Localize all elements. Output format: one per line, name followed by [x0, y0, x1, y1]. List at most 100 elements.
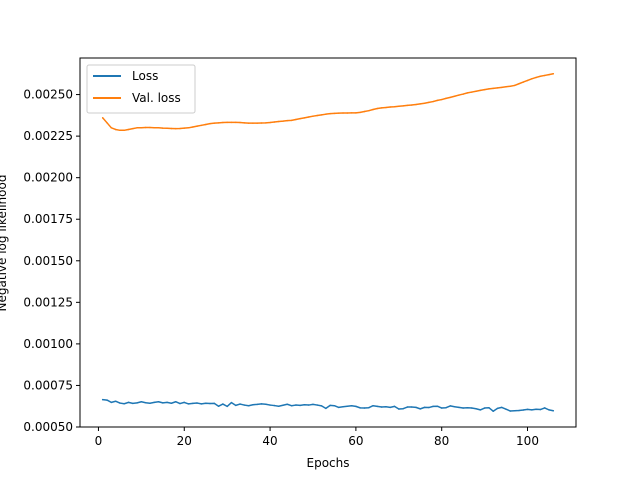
data-point-val-loss — [350, 112, 353, 114]
data-point-val-loss — [213, 122, 216, 124]
data-point-loss — [247, 404, 250, 407]
data-point-val-loss — [307, 116, 310, 118]
data-point-val-loss — [277, 120, 280, 123]
data-point-val-loss — [187, 127, 190, 129]
y-tick-label: 0.00200 — [23, 171, 73, 185]
data-point-val-loss — [372, 108, 374, 111]
data-point-val-loss — [342, 112, 344, 114]
data-point-loss — [286, 403, 288, 405]
data-point-loss — [548, 409, 550, 411]
data-point-val-loss — [346, 112, 349, 114]
data-point-val-loss — [273, 121, 276, 123]
data-point-loss — [101, 398, 104, 401]
data-point-loss — [213, 402, 216, 405]
data-point-val-loss — [402, 105, 404, 107]
data-point-val-loss — [320, 114, 323, 116]
data-point-loss — [453, 405, 456, 408]
series-points-val-loss — [101, 73, 555, 132]
data-point-val-loss — [166, 127, 168, 130]
data-point-loss — [299, 404, 301, 407]
data-point-loss — [526, 408, 529, 411]
data-point-loss — [522, 409, 524, 411]
data-point-loss — [355, 405, 357, 408]
data-point-loss — [123, 402, 125, 405]
data-point-loss — [337, 406, 340, 409]
data-point-val-loss — [333, 112, 336, 115]
data-point-val-loss — [204, 123, 207, 126]
data-point-val-loss — [157, 127, 160, 129]
data-point-val-loss — [505, 86, 507, 88]
x-tick-label: 0 — [95, 434, 103, 448]
data-point-val-loss — [466, 92, 469, 94]
data-point-val-loss — [359, 111, 361, 114]
data-point-val-loss — [376, 107, 379, 110]
data-point-val-loss — [445, 97, 447, 100]
data-point-loss — [110, 401, 113, 404]
data-point-loss — [458, 406, 460, 409]
data-point-val-loss — [123, 129, 125, 132]
data-point-loss — [174, 400, 177, 403]
data-point-val-loss — [200, 124, 203, 127]
data-point-val-loss — [492, 87, 494, 90]
data-point-val-loss — [316, 114, 319, 117]
data-point-val-loss — [548, 73, 550, 76]
series-line-val-loss — [101, 73, 555, 132]
data-point-loss — [119, 402, 121, 404]
data-point-loss — [320, 405, 323, 407]
data-point-loss — [290, 404, 293, 407]
data-point-val-loss — [368, 109, 370, 112]
data-point-val-loss — [496, 87, 499, 89]
data-point-loss — [432, 405, 434, 408]
data-point-val-loss — [389, 106, 391, 108]
data-point-val-loss — [363, 110, 366, 113]
x-tick-label: 100 — [516, 434, 539, 448]
data-point-loss — [252, 403, 254, 406]
data-point-val-loss — [101, 117, 104, 119]
data-point-loss — [479, 409, 482, 411]
data-point-val-loss — [149, 126, 151, 129]
data-point-loss — [144, 401, 147, 404]
x-tick-label: 40 — [262, 434, 277, 448]
y-tick-label: 0.00150 — [23, 254, 73, 268]
data-point-val-loss — [119, 129, 121, 132]
data-point-loss — [376, 405, 379, 408]
x-axis-label: Epochs — [307, 456, 350, 470]
data-point-val-loss — [509, 85, 512, 88]
data-point-val-loss — [136, 127, 138, 129]
data-point-loss — [385, 405, 387, 408]
data-point-val-loss — [132, 127, 134, 130]
data-point-loss — [449, 405, 452, 407]
data-point-val-loss — [552, 73, 555, 75]
data-point-loss — [543, 407, 546, 409]
data-point-loss — [303, 403, 306, 406]
data-point-loss — [368, 406, 370, 409]
data-point-val-loss — [162, 127, 164, 129]
data-point-val-loss — [174, 127, 177, 130]
data-point-val-loss — [196, 125, 198, 127]
data-point-loss — [359, 407, 361, 409]
data-point-val-loss — [428, 101, 430, 104]
data-point-loss — [423, 406, 426, 409]
data-point-loss — [509, 410, 512, 412]
data-point-loss — [440, 407, 443, 409]
data-point-val-loss — [462, 93, 464, 95]
data-point-loss — [265, 403, 267, 405]
data-point-val-loss — [380, 107, 383, 109]
data-point-val-loss — [230, 121, 233, 124]
data-point-val-loss — [192, 126, 194, 128]
data-point-val-loss — [226, 121, 228, 124]
data-point-loss — [217, 405, 220, 407]
legend-label-val-loss: Val. loss — [132, 91, 181, 105]
data-point-val-loss — [526, 79, 529, 82]
data-point-val-loss — [419, 103, 421, 105]
data-point-loss — [312, 403, 314, 406]
data-point-val-loss — [539, 75, 542, 78]
data-point-loss — [531, 409, 533, 411]
data-point-val-loss — [415, 103, 417, 106]
data-point-val-loss — [325, 113, 327, 115]
data-point-loss — [260, 403, 263, 405]
data-point-val-loss — [282, 120, 284, 122]
y-axis-label: Negative log likelihood — [0, 175, 9, 312]
data-point-loss — [406, 406, 409, 408]
data-point-loss — [350, 404, 353, 407]
